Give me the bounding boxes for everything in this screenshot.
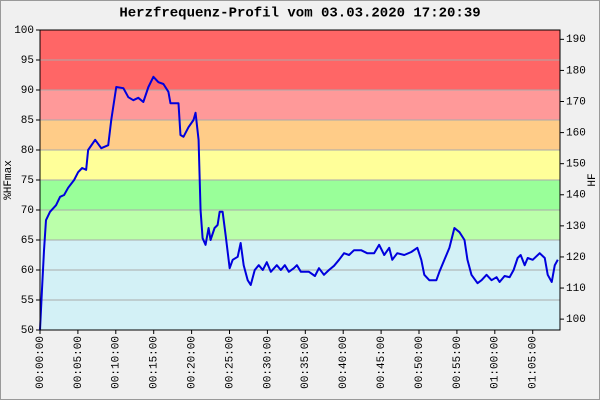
x-tick-label: 00:15:00 xyxy=(149,336,161,389)
plot-border xyxy=(39,29,561,331)
x-tick-label: 00:35:00 xyxy=(300,336,312,389)
heart-rate-line xyxy=(39,75,559,331)
x-tick-label: 01:05:00 xyxy=(528,336,540,389)
y2-tick-label: 130 xyxy=(566,221,586,233)
zone-band xyxy=(40,180,560,210)
x-tick-label: 00:25:00 xyxy=(224,336,236,389)
y2-tick-label: 190 xyxy=(566,34,586,46)
x-tick-label: 00:40:00 xyxy=(338,336,350,389)
y-tick-label: 100 xyxy=(14,25,34,37)
zone-band xyxy=(40,210,560,240)
y-tick-label: 55 xyxy=(21,295,34,307)
zone-band xyxy=(40,120,560,150)
x-tick-label: 00:10:00 xyxy=(111,336,123,389)
y-tick-label: 75 xyxy=(21,175,34,187)
y-tick-label: 90 xyxy=(21,85,34,97)
x-tick-label: 00:20:00 xyxy=(187,336,199,389)
y2-axis-title: HF xyxy=(587,173,599,186)
chart-title: Herzfrequenz-Profil vom 03.03.2020 17:20… xyxy=(119,6,480,22)
y2-tick-label: 120 xyxy=(566,252,586,264)
zone-band xyxy=(40,240,560,330)
y2-tick-label: 100 xyxy=(566,314,586,326)
y-tick-label: 65 xyxy=(21,235,34,247)
x-tick-label: 00:45:00 xyxy=(376,336,388,389)
x-tick-label: 00:30:00 xyxy=(262,336,274,389)
y2-tick-label: 110 xyxy=(566,283,586,295)
y2-tick-label: 180 xyxy=(566,65,586,77)
y-tick-label: 95 xyxy=(21,55,34,67)
y2-tick-label: 160 xyxy=(566,127,586,139)
y-tick-label: 70 xyxy=(21,205,34,217)
y2-tick-label: 150 xyxy=(566,159,586,171)
y-tick-label: 50 xyxy=(21,325,34,337)
zone-band xyxy=(40,90,560,120)
y-tick-label: 80 xyxy=(21,145,34,157)
x-tick-label: 00:50:00 xyxy=(414,336,426,389)
y-tick-label: 60 xyxy=(21,265,34,277)
zone-band xyxy=(40,150,560,180)
x-tick-label: 00:00:00 xyxy=(35,336,47,389)
x-tick-label: 01:00:00 xyxy=(490,336,502,389)
y2-tick-label: 140 xyxy=(566,190,586,202)
y-tick-label: 85 xyxy=(21,115,34,127)
y-axis-title: %HFmax xyxy=(3,160,15,200)
x-tick-label: 00:55:00 xyxy=(452,336,464,389)
x-tick-label: 00:05:00 xyxy=(73,336,85,389)
y2-tick-label: 170 xyxy=(566,96,586,108)
